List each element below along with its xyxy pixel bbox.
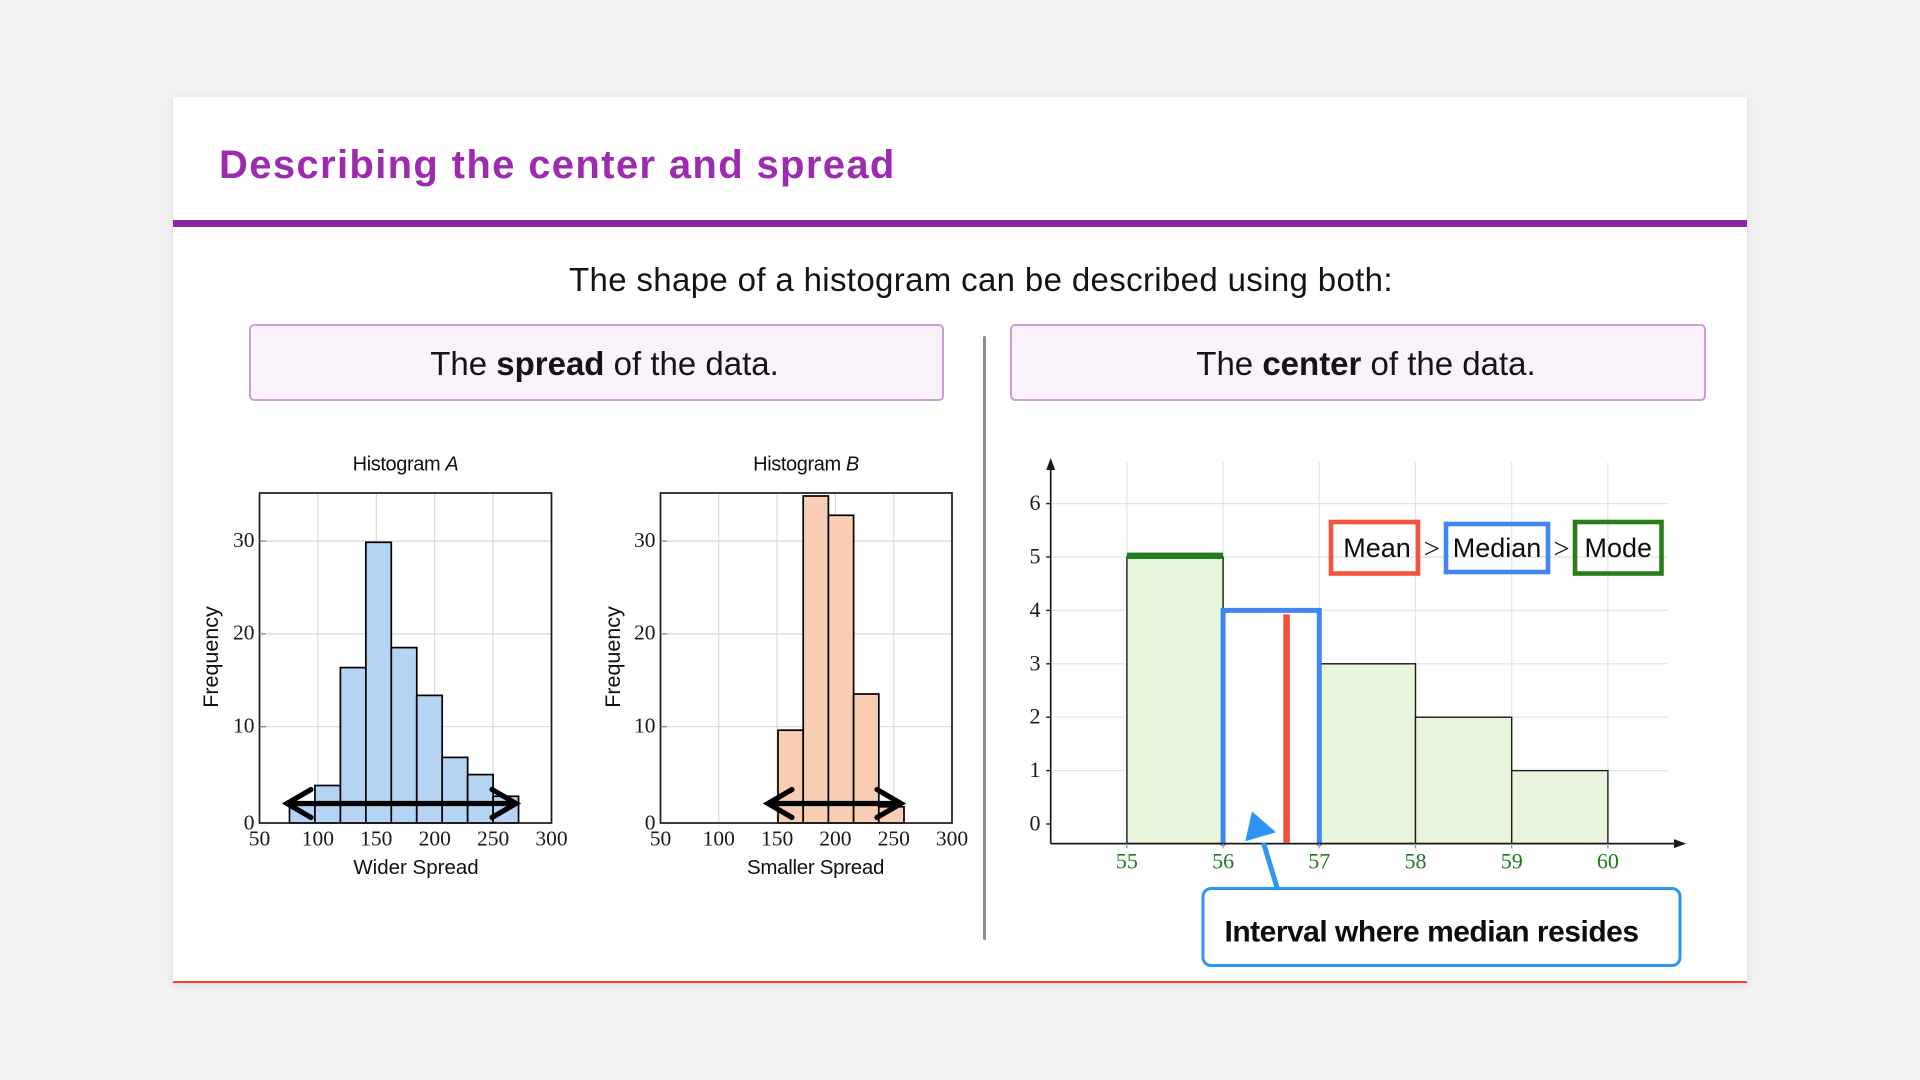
svg-text:0: 0 [1030, 811, 1041, 836]
svg-text:Histogram A: Histogram A [353, 454, 459, 476]
svg-text:Wider Spread: Wider Spread [353, 856, 478, 879]
svg-text:3: 3 [1030, 650, 1041, 675]
svg-text:59: 59 [1501, 849, 1523, 874]
svg-text:4: 4 [1030, 597, 1041, 622]
svg-text:300: 300 [936, 826, 968, 850]
svg-text:6: 6 [1030, 490, 1041, 515]
svg-text:Interval where median resides: Interval where median resides [1224, 916, 1638, 949]
svg-text:10: 10 [634, 713, 656, 737]
svg-text:100: 100 [302, 826, 334, 850]
svg-text:2: 2 [1030, 704, 1041, 729]
svg-text:>: > [1553, 533, 1569, 565]
svg-text:300: 300 [535, 826, 567, 850]
svg-text:150: 150 [360, 826, 392, 850]
svg-text:30: 30 [634, 528, 656, 552]
svg-text:20: 20 [634, 621, 656, 645]
svg-text:Histogram B: Histogram B [753, 454, 859, 476]
svg-text:50: 50 [650, 826, 672, 850]
svg-text:55: 55 [1116, 849, 1138, 874]
svg-text:57: 57 [1308, 849, 1330, 874]
svg-text:5: 5 [1030, 544, 1041, 569]
svg-text:150: 150 [761, 826, 793, 850]
svg-text:Mean: Mean [1343, 533, 1411, 563]
svg-text:1: 1 [1030, 757, 1041, 782]
svg-text:Mode: Mode [1585, 533, 1653, 563]
svg-text:0: 0 [244, 810, 255, 834]
svg-text:>: > [1424, 533, 1440, 565]
svg-text:100: 100 [703, 826, 735, 850]
svg-text:Frequency: Frequency [601, 606, 625, 708]
svg-text:10: 10 [233, 713, 255, 737]
svg-text:250: 250 [878, 826, 910, 850]
svg-text:200: 200 [819, 826, 851, 850]
svg-text:Frequency: Frequency [199, 606, 223, 708]
svg-text:20: 20 [233, 621, 255, 645]
svg-text:Median: Median [1453, 533, 1542, 563]
svg-text:60: 60 [1597, 849, 1619, 874]
svg-text:58: 58 [1405, 849, 1427, 874]
svg-text:0: 0 [645, 810, 656, 834]
svg-text:30: 30 [233, 528, 255, 552]
svg-text:200: 200 [419, 826, 451, 850]
svg-text:50: 50 [249, 826, 271, 850]
svg-text:250: 250 [477, 826, 509, 850]
svg-text:56: 56 [1212, 849, 1234, 874]
svg-text:Smaller Spread: Smaller Spread [747, 856, 884, 879]
